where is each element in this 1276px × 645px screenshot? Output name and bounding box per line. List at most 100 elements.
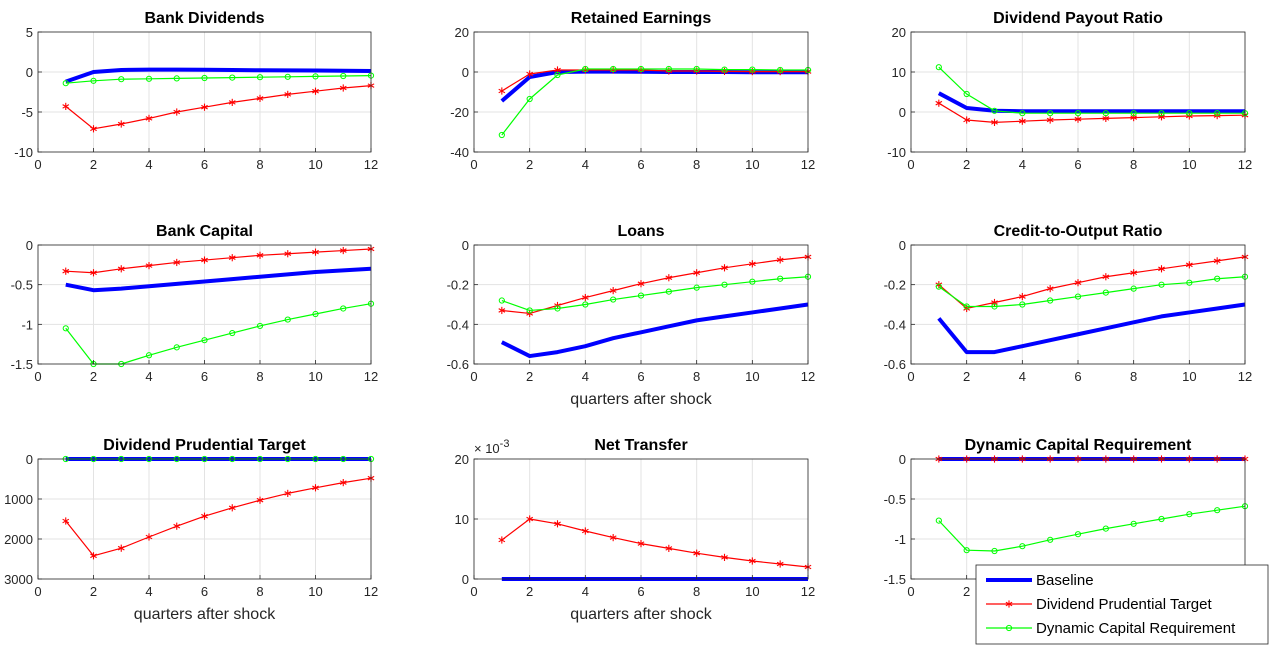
subplot-dividend-prudential-target: 0 2 4 6 8 10 12 3000 2000 1000 0 Dividend Prudentia… [4, 437, 378, 623]
x-tick-label: 0 [470, 584, 477, 599]
y-tick-label: -10 [887, 145, 906, 160]
x-tick-label: 8 [256, 157, 263, 172]
data-point-dynamic-capital-requirement [1158, 515, 1165, 523]
data-point-dividend-prudential-target [1213, 257, 1221, 265]
series-line-dividend-prudential-target [938, 256, 1246, 310]
data-point-dividend-prudential-target [284, 250, 292, 258]
x-tick-label: 6 [201, 584, 208, 599]
data-point-dividend-prudential-target [339, 479, 347, 487]
y-tick-label: -0.5 [884, 492, 906, 507]
data-point-dividend-prudential-target [201, 512, 208, 520]
x-tick-label: 10 [308, 584, 322, 599]
data-point-dynamic-capital-requirement [991, 547, 998, 555]
y-tick-label: 0 [899, 452, 906, 467]
data-point-dynamic-capital-requirement [963, 303, 970, 310]
subplot-loans: 0 2 4 6 8 10 12 -0.6 -0.4 -0.2 0 Loans quarters afte… [447, 223, 816, 408]
data-point-dynamic-capital-requirement [256, 74, 264, 81]
series-line-dynamic-capital-requirement [938, 276, 1246, 308]
y-tick-label: 0 [26, 65, 33, 80]
x-tick-label: 4 [145, 157, 152, 172]
x-tick-label: 0 [470, 157, 477, 172]
data-point-dynamic-capital-requirement [229, 329, 236, 337]
data-point-dynamic-capital-requirement [637, 292, 645, 299]
data-point-dividend-prudential-target [748, 557, 756, 565]
data-point-dynamic-capital-requirement [284, 73, 291, 80]
data-point-dividend-prudential-target [62, 517, 70, 525]
subplot-title: Dividend Prudential Target [103, 437, 306, 454]
data-point-dynamic-capital-requirement [777, 275, 784, 282]
x-tick-label: 12 [801, 584, 815, 599]
data-point-dividend-prudential-target [1158, 113, 1165, 121]
data-point-dividend-prudential-target [284, 489, 292, 497]
data-point-dynamic-capital-requirement [498, 131, 505, 139]
data-point-dividend-prudential-target [581, 527, 589, 535]
y-tick-label: 10 [892, 65, 906, 80]
data-point-dynamic-capital-requirement [935, 517, 942, 524]
x-tick-label: 10 [308, 369, 322, 384]
series-line-dividend-prudential-target [65, 477, 372, 557]
data-point-dynamic-capital-requirement [582, 65, 589, 73]
data-point-dynamic-capital-requirement [991, 303, 998, 310]
x-tick-label: 4 [582, 157, 589, 172]
data-point-dynamic-capital-requirement [777, 66, 784, 74]
y-tick-label: -0.4 [447, 317, 469, 332]
subplot-bank-dividends: 0 2 4 6 8 10 12 -10 -5 0 5 Bank Dividends [14, 10, 378, 172]
y-tick-label: 0 [26, 238, 33, 253]
data-point-dynamic-capital-requirement [1130, 110, 1137, 117]
subplot-title: Dynamic Capital Requirement [965, 437, 1192, 454]
y-tick-label: 0 [462, 238, 469, 253]
data-point-dividend-prudential-target [498, 306, 506, 315]
series-line-dynamic-capital-requirement [501, 276, 809, 312]
x-tick-label: 6 [201, 369, 208, 384]
data-point-dividend-prudential-target [693, 549, 701, 557]
x-tick-label: 2 [90, 369, 97, 384]
x-tick-label: 0 [34, 157, 41, 172]
x-tick-label: 8 [693, 157, 700, 172]
data-point-dividend-prudential-target [1158, 265, 1165, 273]
data-point-dividend-prudential-target [748, 260, 756, 268]
legend-marker-dynamic-capital-requirement [1005, 624, 1013, 632]
data-point-dynamic-capital-requirement [173, 75, 180, 82]
data-point-dividend-prudential-target [145, 533, 153, 541]
data-point-dividend-prudential-target [312, 484, 319, 492]
x-tick-label: 10 [1182, 369, 1196, 384]
x-tick-label: 4 [582, 584, 589, 599]
data-point-dividend-prudential-target [62, 102, 70, 110]
data-point-dynamic-capital-requirement [1158, 281, 1165, 288]
series-line-dividend-prudential-target [938, 102, 1246, 124]
x-axis-label: quarters after shock [134, 606, 276, 623]
data-point-dynamic-capital-requirement [963, 547, 970, 554]
data-point-dividend-prudential-target [145, 262, 153, 270]
data-point-dynamic-capital-requirement [693, 65, 700, 73]
data-point-dynamic-capital-requirement [721, 66, 728, 73]
data-point-dynamic-capital-requirement [526, 307, 533, 314]
data-point-dividend-prudential-target [117, 120, 125, 128]
y-tick-label: 20 [455, 25, 469, 40]
data-point-dividend-prudential-target [581, 293, 589, 302]
data-point-dividend-prudential-target [90, 552, 97, 560]
x-tick-label: 10 [745, 157, 759, 172]
data-point-dynamic-capital-requirement [526, 95, 533, 103]
data-point-dividend-prudential-target [228, 504, 236, 512]
data-point-dividend-prudential-target [201, 256, 208, 264]
series-line-dividend-prudential-target [65, 85, 372, 130]
data-point-dynamic-capital-requirement [749, 278, 756, 285]
data-point-dividend-prudential-target [173, 522, 181, 530]
y-tick-label: -0.5 [11, 278, 33, 293]
data-point-dividend-prudential-target [256, 94, 264, 102]
data-point-dynamic-capital-requirement [963, 90, 970, 98]
data-point-dividend-prudential-target [554, 520, 561, 528]
data-point-dividend-prudential-target [991, 298, 998, 307]
data-point-dynamic-capital-requirement [312, 310, 319, 318]
legend-label-baseline: Baseline [1036, 572, 1094, 589]
x-tick-label: 4 [145, 369, 152, 384]
x-axis-label: quarters after shock [570, 606, 712, 623]
y-tick-label: 10 [455, 512, 469, 527]
data-point-dividend-prudential-target [721, 264, 728, 272]
series-line-dividend-prudential-target [501, 69, 808, 92]
x-tick-label: 2 [90, 157, 97, 172]
data-point-dividend-prudential-target [1130, 269, 1138, 277]
y-tick-label: -0.4 [884, 317, 906, 332]
